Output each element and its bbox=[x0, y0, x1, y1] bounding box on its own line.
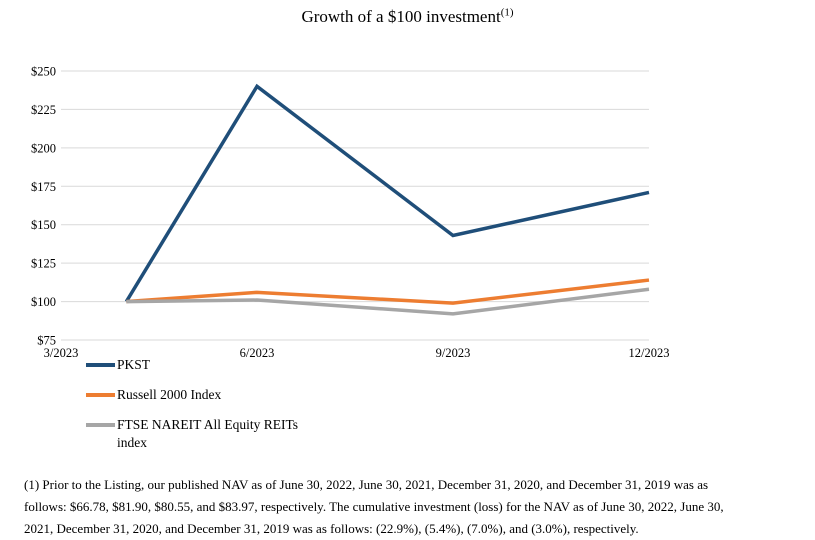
footnote-line-1: (1) Prior to the Listing, our published … bbox=[24, 477, 709, 492]
x-tick-label: 3/2023 bbox=[44, 346, 79, 360]
y-tick-label: $75 bbox=[37, 334, 56, 348]
footnote: (1) Prior to the Listing, our published … bbox=[24, 474, 804, 540]
legend-label-russell-2000: Russell 2000 Index bbox=[117, 387, 222, 402]
series-line-pkst bbox=[124, 83, 650, 303]
legend: PKST Russell 2000 Index FTSE NAREIT All … bbox=[86, 356, 346, 464]
legend-label-pkst: PKST bbox=[117, 357, 151, 372]
series-line-russell-2000-index bbox=[126, 278, 650, 305]
pkst-line-swatch-icon bbox=[86, 363, 115, 367]
y-tick-label: $100 bbox=[31, 295, 56, 309]
legend-item-pkst: PKST bbox=[86, 356, 346, 374]
footnote-marker: (1) bbox=[500, 6, 514, 19]
legend-label-ftse-nareit: FTSE NAREIT All Equity REITs index bbox=[117, 417, 299, 450]
legend-item-russell-2000: Russell 2000 Index bbox=[86, 386, 346, 404]
series-lines bbox=[124, 83, 650, 316]
x-tick-label: 9/2023 bbox=[436, 346, 471, 360]
y-tick-label: $225 bbox=[31, 103, 56, 117]
x-tick-label: 6/2023 bbox=[240, 346, 275, 360]
chart-title: Growth of a $100 investment(1) bbox=[0, 7, 815, 27]
series-line-ftse-nareit-all-equity-reits-index bbox=[126, 287, 650, 316]
footnote-line-3: 2021, December 31, 2020, and December 31… bbox=[24, 521, 639, 536]
legend-item-ftse-nareit: FTSE NAREIT All Equity REITs index bbox=[86, 416, 346, 452]
x-axis-labels: 3/2023 6/2023 9/2023 12/2023 bbox=[44, 346, 670, 360]
russell-2000-line-swatch-icon bbox=[86, 393, 115, 397]
y-axis-labels: $75 $100 $125 $150 $175 $200 $225 $250 bbox=[31, 65, 56, 348]
y-tick-label: $150 bbox=[31, 218, 56, 232]
ftse-nareit-line-swatch-icon bbox=[86, 423, 115, 427]
y-tick-label: $175 bbox=[31, 180, 56, 194]
y-tick-label: $200 bbox=[31, 141, 56, 155]
y-tick-label: $250 bbox=[31, 65, 56, 79]
x-tick-label: 12/2023 bbox=[629, 346, 670, 360]
chart-title-text: Growth of a $100 investment bbox=[301, 7, 501, 26]
footnote-line-2: follows: $66.78, $81.90, $80.55, and $83… bbox=[24, 499, 724, 514]
line-chart: $75 $100 $125 $150 $175 $200 $225 $250 3/2023 6/… bbox=[31, 65, 670, 361]
y-tick-label: $125 bbox=[31, 257, 56, 271]
